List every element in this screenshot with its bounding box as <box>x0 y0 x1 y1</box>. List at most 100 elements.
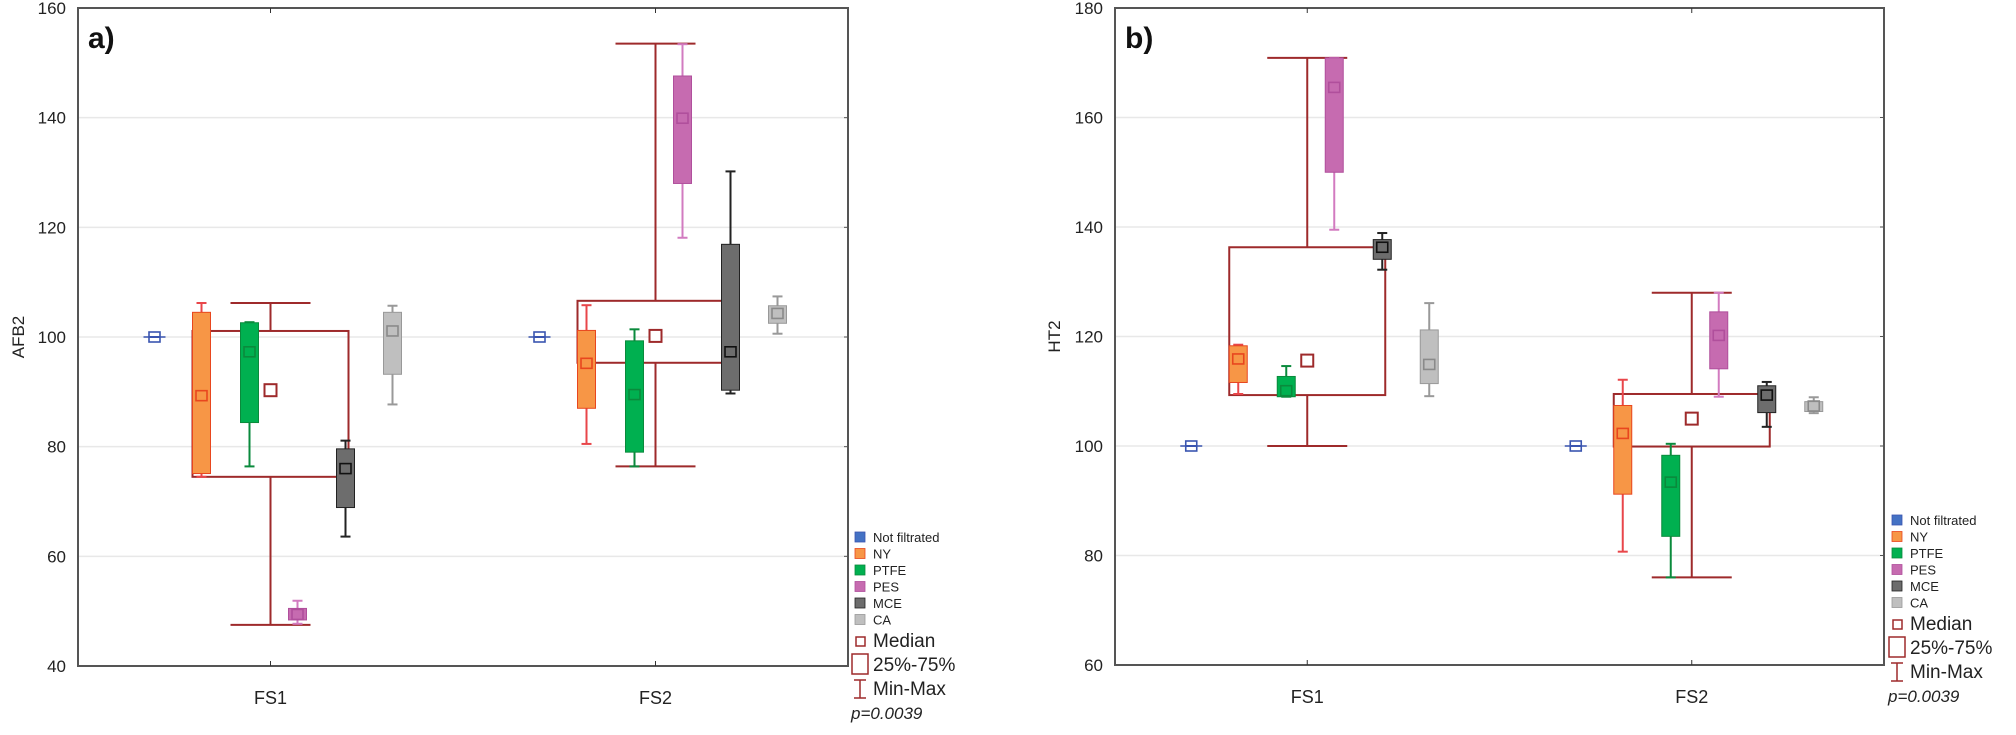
median-marker <box>724 346 737 358</box>
legend-whisker-label: Min-Max <box>1910 662 1983 683</box>
legend-label: MCE <box>1910 579 1939 594</box>
box-ca-FS1 <box>383 304 402 406</box>
box-not-filtrated-FS1 <box>1180 440 1203 452</box>
box-ca-FS2 <box>768 295 787 335</box>
iqr-box <box>336 448 355 509</box>
plot-frame <box>77 7 849 667</box>
overall-median-marker <box>263 383 278 398</box>
iqr-box <box>1324 57 1344 173</box>
legend-label: PTFE <box>1910 546 1944 561</box>
median-marker <box>1184 440 1198 452</box>
y-tick-label: 100 <box>1075 437 1103 456</box>
box-ptfe-FS2 <box>625 328 644 468</box>
median-marker <box>1375 241 1389 254</box>
median-marker <box>339 462 352 475</box>
legend-label: MCE <box>873 596 902 611</box>
legend-whisker-icon <box>854 679 866 699</box>
median-marker <box>628 388 641 401</box>
y-tick-label: 160 <box>1075 109 1103 128</box>
iqr-box <box>192 311 211 475</box>
median-marker <box>580 357 593 370</box>
y-tick-label: 140 <box>1075 218 1103 237</box>
y-tick-label: 60 <box>1084 656 1103 675</box>
box-mce-FS2 <box>1757 380 1777 428</box>
y-tick-label: 60 <box>47 547 66 566</box>
median-marker <box>386 325 399 337</box>
panel-label: b) <box>1125 22 1153 55</box>
box-ca-FS1 <box>1419 302 1439 398</box>
box-ptfe-FS2 <box>1661 442 1681 579</box>
box-ny-FS1 <box>1228 343 1248 395</box>
box-ptfe-FS1 <box>1276 365 1296 398</box>
box-ny-FS1 <box>192 302 211 478</box>
legend-swatch-ca <box>854 614 866 625</box>
overall-iqr-box <box>191 329 350 478</box>
legend-box-icon <box>1888 636 1906 658</box>
median-marker <box>1231 353 1245 365</box>
overall-iqr-box <box>1228 246 1387 397</box>
iqr-box <box>1419 329 1439 385</box>
y-tick-label: 80 <box>47 438 66 457</box>
median-marker <box>676 112 689 125</box>
overall-median-marker <box>648 328 663 343</box>
y-tick-label: 160 <box>38 0 66 18</box>
iqr-box <box>673 75 692 184</box>
iqr-box <box>240 322 259 424</box>
legend-swatch-pes <box>1891 564 1903 575</box>
iqr-box <box>1276 375 1296 398</box>
box-mce-FS1 <box>1372 232 1392 271</box>
box-ptfe-FS1 <box>240 321 259 468</box>
x-category-label: FS2 <box>1675 687 1708 707</box>
panel-a: 40 60 80 100 120 140 160 FS1 FS2 AFB2 a) Not filtra… <box>9 0 955 723</box>
box-pes-FS1 <box>288 599 307 625</box>
legend-label: PTFE <box>873 563 907 578</box>
iqr-box <box>625 340 644 453</box>
y-axis-label: AFB2 <box>9 316 28 359</box>
legend-label: NY <box>1910 530 1928 545</box>
box-mce-FS1 <box>336 439 355 538</box>
median-marker <box>1807 400 1821 412</box>
p-value-label: p=0.0039 <box>850 704 923 723</box>
legend-label: PES <box>1910 563 1936 578</box>
overall-box-FS1 <box>191 302 350 626</box>
y-tick-label: 40 <box>47 657 66 676</box>
box-pes-FS1 <box>1324 56 1344 231</box>
y-tick-label: 140 <box>38 109 66 128</box>
x-category-label: FS2 <box>639 688 672 708</box>
legend-swatch-not-filtrated <box>854 531 866 543</box>
median-marker <box>1760 389 1774 401</box>
legend-median-label: Median <box>873 631 935 652</box>
legend-swatch-not-filtrated <box>1891 514 1903 526</box>
median-marker <box>291 608 304 621</box>
legend-label: Not filtrated <box>1910 513 1976 528</box>
median-marker <box>195 389 208 402</box>
y-tick-label: 100 <box>38 328 66 347</box>
legend-swatch-ny <box>1891 531 1903 542</box>
legend-median-icon <box>855 636 866 647</box>
box-ny-FS2 <box>1613 378 1633 553</box>
y-tick-label: 120 <box>38 218 66 237</box>
iqr-box <box>577 329 596 409</box>
legend-swatch-mce <box>854 597 866 609</box>
overall-median-marker <box>1300 353 1315 368</box>
panel-b: 60 80 100 120 140 160 180 FS1 FS2 HT2 b) Not filtra… <box>1045 0 1992 707</box>
box-not-filtrated-FS2 <box>1564 440 1587 452</box>
box-not-filtrated-FS1 <box>143 331 166 343</box>
panel-label: a) <box>88 22 115 55</box>
iqr-box <box>1661 454 1681 537</box>
median-marker <box>1422 358 1436 371</box>
legend-label: PES <box>873 580 899 595</box>
p-value-label: p=0.0039 <box>1887 687 1960 706</box>
legend-whisker-label: Min-Max <box>873 679 946 700</box>
iqr-box <box>1613 404 1633 495</box>
box-not-filtrated-FS2 <box>528 331 551 343</box>
legend-swatch-ptfe <box>1891 547 1903 559</box>
legend-label: CA <box>1910 596 1928 611</box>
y-axis-label: HT2 <box>1045 320 1064 352</box>
box-ny-FS2 <box>577 304 596 445</box>
legend-whisker-icon <box>1891 662 1903 682</box>
legend-swatch-ny <box>854 548 866 559</box>
overall-box-FS1 <box>1228 56 1387 447</box>
median-marker <box>148 331 161 343</box>
